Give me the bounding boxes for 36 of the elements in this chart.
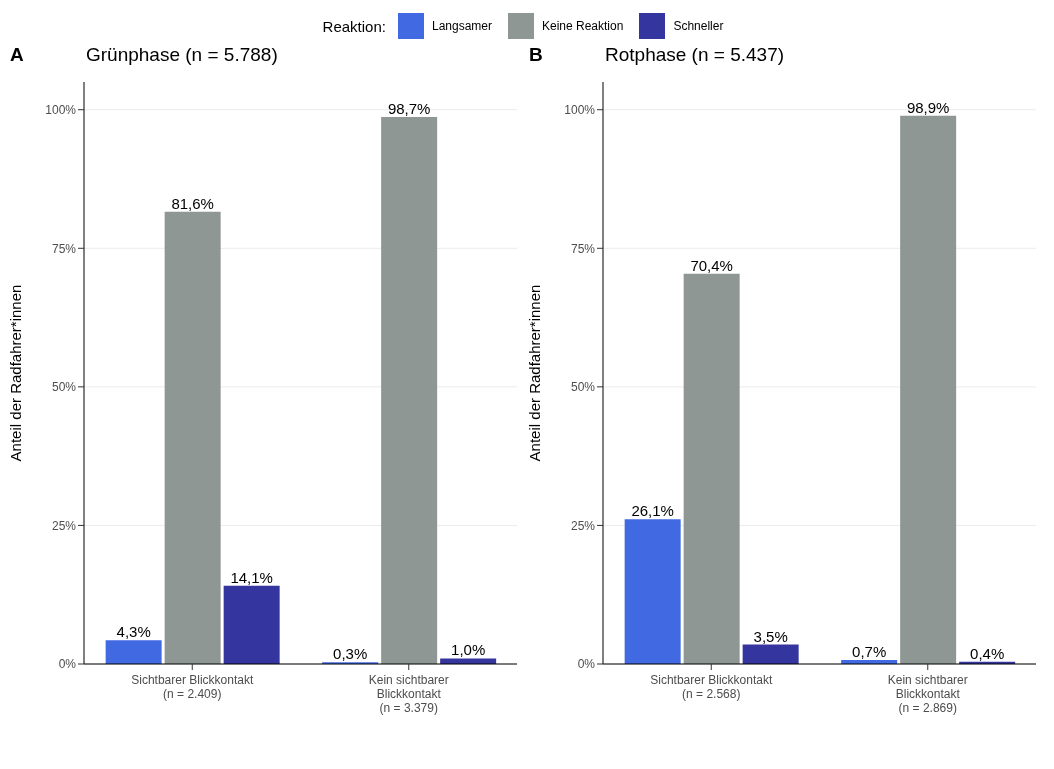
data-label: 4,3% [116, 623, 151, 641]
y-axis-title: Anteil der Radfahrer*innen [526, 284, 544, 462]
data-label: 0,7% [852, 643, 887, 661]
y-tick-label: 0% [58, 657, 77, 672]
legend-label: Langsamer [431, 19, 492, 33]
data-label: 98,9% [906, 98, 950, 116]
legend-label: Keine Reaktion [542, 19, 624, 33]
x-tick-label: Sichtbarer Blickkontakt (n = 2.568) [650, 673, 773, 701]
data-label: 14,1% [230, 568, 273, 586]
x-tick-label: Sichtbarer Blickkontakt (n = 2.409) [131, 673, 254, 701]
legend-label: Schneller [673, 19, 724, 33]
y-tick-label: 75% [570, 241, 596, 256]
x-tick-label: Kein sichtbarer Blickkontakt (n = 2.869) [887, 673, 968, 715]
data-label: 70,4% [690, 256, 733, 274]
y-tick-label: 50% [570, 380, 596, 395]
y-axis-title: Anteil der Radfahrer*innen [7, 284, 25, 462]
y-tick-label: 0% [577, 657, 596, 672]
data-label: 0,4% [970, 644, 1005, 662]
y-tick-label: 75% [51, 241, 77, 256]
data-label: 26,1% [631, 502, 674, 520]
y-tick-label: 100% [564, 102, 596, 117]
text: B [529, 44, 544, 66]
text: A [10, 44, 25, 66]
data-label: 3,5% [753, 627, 788, 645]
chart-title: Rotphase (n = 5.437) [605, 44, 785, 66]
y-tick-label: 100% [45, 102, 77, 117]
data-label: 0,3% [333, 645, 368, 663]
data-label: 1,0% [451, 641, 486, 659]
y-tick-label: 50% [51, 380, 77, 395]
data-label: 81,6% [171, 194, 214, 212]
x-tick-label: Kein sichtbarer Blickkontakt (n = 3.379) [368, 673, 449, 715]
legend-title: Reaktion: [322, 17, 386, 35]
y-tick-label: 25% [570, 518, 596, 533]
y-tick-label: 25% [51, 518, 77, 533]
chart-title: Grünphase (n = 5.788) [86, 44, 278, 66]
data-label: 98,7% [387, 99, 431, 117]
